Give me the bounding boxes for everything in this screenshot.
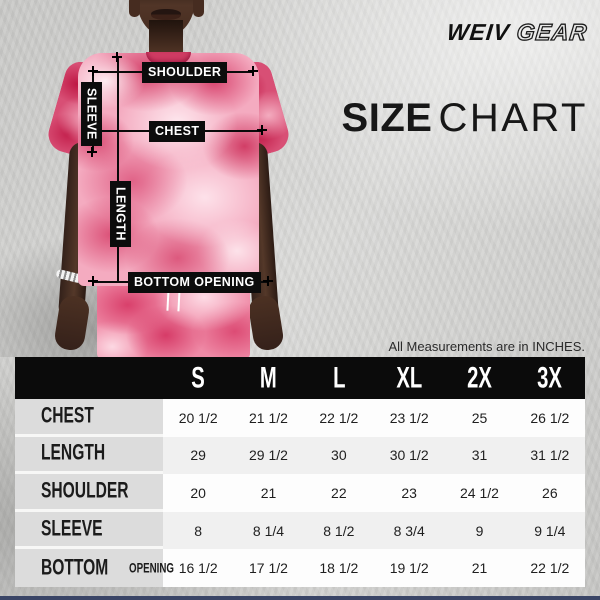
value-cell: 29 xyxy=(163,436,234,475)
value-cell: 26 1/2 xyxy=(514,399,585,437)
cross-marker-icon xyxy=(257,125,267,135)
bottom-border-strip xyxy=(0,596,600,600)
cross-marker-icon xyxy=(248,66,258,76)
page-title-light: CHART xyxy=(438,96,588,140)
value-cell: 31 xyxy=(444,436,515,475)
value-cell: 17 1/2 xyxy=(233,549,304,587)
shoulder-measure-label: SHOULDER xyxy=(142,62,228,83)
row-label-bottom-opening: BOTTOM OPENING xyxy=(15,549,174,587)
units-note: All Measurements are in INCHES. xyxy=(388,339,585,354)
value-cell: 30 1/2 xyxy=(374,436,445,475)
size-col-header-l: L xyxy=(303,357,374,399)
value-cell: 8 xyxy=(163,511,234,550)
value-cell: 22 xyxy=(303,474,374,512)
value-cell: 8 1/4 xyxy=(233,511,304,550)
value-cell: 23 1/2 xyxy=(374,399,445,437)
value-cell: 31 1/2 xyxy=(514,436,585,475)
model-ear xyxy=(193,0,204,17)
value-cell: 24 1/2 xyxy=(444,474,515,512)
value-cell: 8 3/4 xyxy=(374,511,445,550)
cross-marker-icon xyxy=(88,276,98,286)
row-label-length: LENGTH xyxy=(15,436,163,475)
value-cell: 22 1/2 xyxy=(303,399,374,437)
value-cell: 9 xyxy=(444,511,515,550)
page-title-bold: SIZE xyxy=(341,96,433,140)
cross-marker-icon xyxy=(88,66,98,76)
cross-marker-icon xyxy=(112,52,122,62)
brand-logo: WEIV GEAR xyxy=(445,18,589,46)
value-cell: 16 1/2 xyxy=(163,549,234,587)
cross-marker-icon xyxy=(87,147,97,157)
value-cell: 20 xyxy=(163,474,234,512)
model-lips xyxy=(151,9,181,20)
size-col-header-3x: 3X xyxy=(514,357,585,399)
cross-marker-icon xyxy=(263,276,273,286)
model-hand-right xyxy=(246,293,286,353)
product-photo: SHOULDER SLEEVE CHEST LENGTH BOTTOM OPEN… xyxy=(0,0,293,357)
brand-logo-secondary: GEAR xyxy=(515,18,589,45)
value-cell: 30 xyxy=(303,436,374,475)
value-cell: 22 1/2 xyxy=(514,549,585,587)
value-cell: 23 xyxy=(374,474,445,512)
bottom-opening-measure-label: BOTTOM OPENING xyxy=(128,272,261,293)
value-cell: 29 1/2 xyxy=(233,436,304,475)
value-cell: 8 1/2 xyxy=(303,511,374,550)
tiedye-tshirt xyxy=(78,53,259,286)
value-cell: 18 1/2 xyxy=(303,549,374,587)
value-cell: 9 1/4 xyxy=(514,511,585,550)
length-measure-line xyxy=(117,57,119,283)
size-col-header-m: M xyxy=(233,357,304,399)
length-measure-label: LENGTH xyxy=(110,181,131,247)
size-col-header-s: S xyxy=(163,357,234,399)
size-col-header-2x: 2X xyxy=(444,357,515,399)
value-cell: 21 xyxy=(233,474,304,512)
chest-measure-label: CHEST xyxy=(149,121,206,142)
value-cell: 25 xyxy=(444,399,515,437)
model-ear xyxy=(129,0,140,17)
value-cell: 20 1/2 xyxy=(163,399,234,437)
row-label-shoulder: SHOULDER xyxy=(15,474,163,512)
sleeve-measure-label: SLEEVE xyxy=(81,82,102,146)
value-cell: 26 xyxy=(514,474,585,512)
size-table: S M L XL 2X 3X CHEST 20 1/2 21 1/2 22 1/… xyxy=(15,357,585,587)
row-label-sleeve: SLEEVE xyxy=(15,511,163,550)
size-col-header-xl: XL xyxy=(374,357,445,399)
table-header-corner xyxy=(15,357,163,399)
tshirt-collar xyxy=(146,52,191,64)
value-cell: 21 1/2 xyxy=(233,399,304,437)
page-title: SIZE CHART xyxy=(342,96,588,141)
brand-logo-primary: WEIV xyxy=(445,19,511,45)
value-cell: 21 xyxy=(444,549,515,587)
value-cell: 19 1/2 xyxy=(374,549,445,587)
row-label-chest: CHEST xyxy=(15,399,163,437)
